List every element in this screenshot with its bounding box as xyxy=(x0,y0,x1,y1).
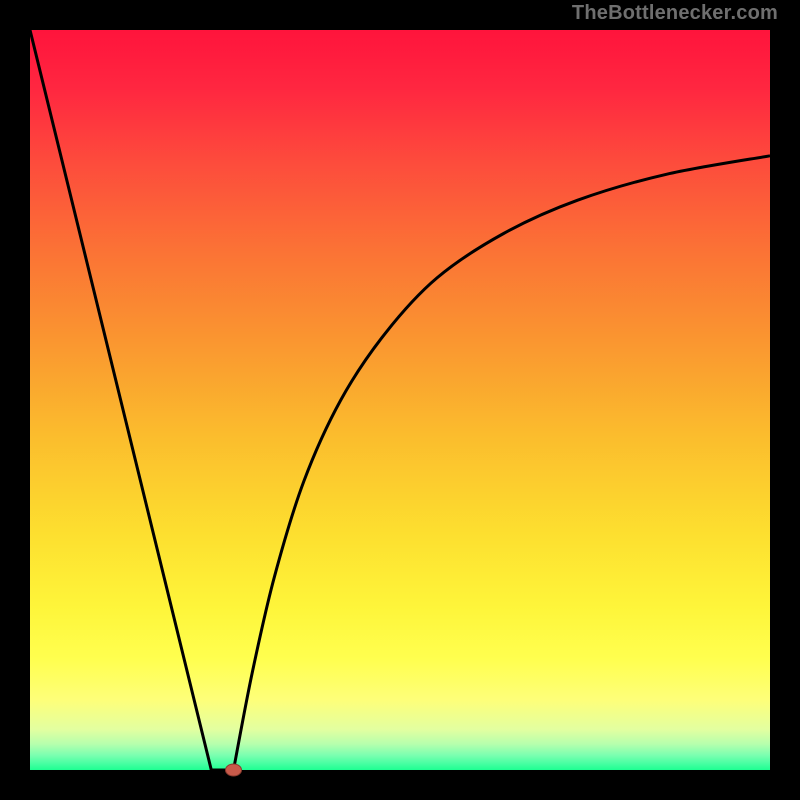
chart-canvas: TheBottlenecker.com xyxy=(0,0,800,800)
watermark-text: TheBottlenecker.com xyxy=(572,2,778,25)
chart-svg xyxy=(0,0,800,800)
minimum-marker xyxy=(226,764,242,776)
plot-area xyxy=(30,30,770,770)
